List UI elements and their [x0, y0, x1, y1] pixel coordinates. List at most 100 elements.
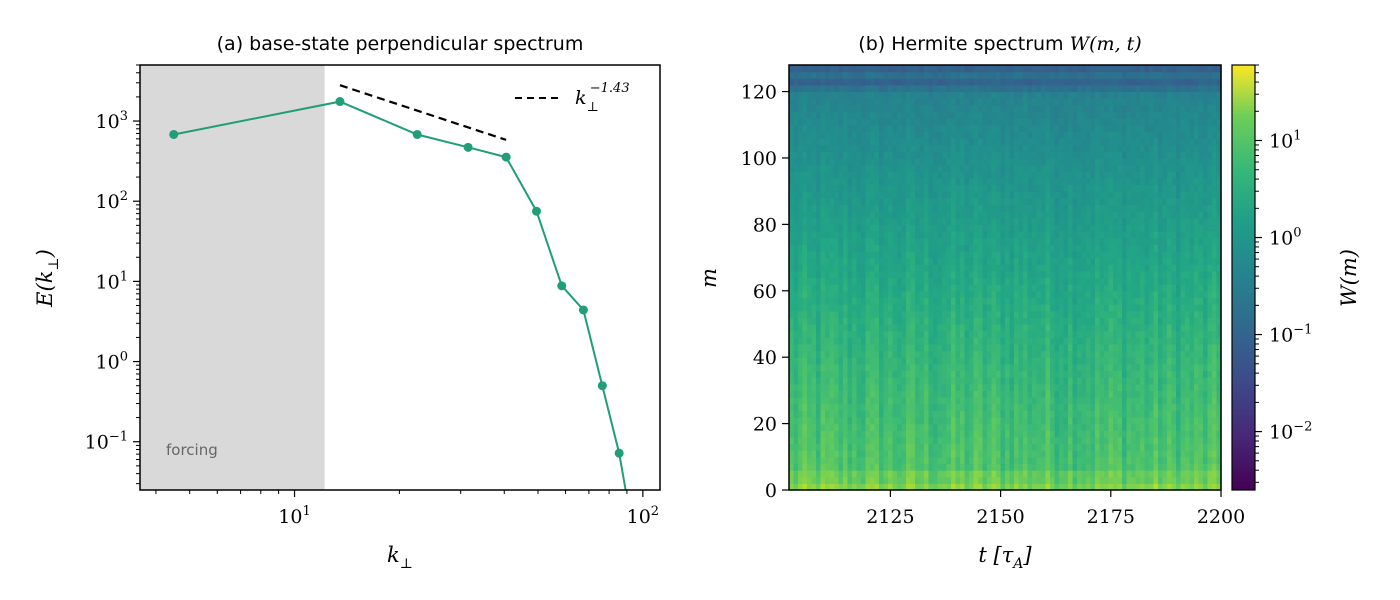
heatmap-cell: [798, 304, 804, 312]
heatmap-cell: [1032, 65, 1038, 73]
heatmap-cell: [1032, 430, 1038, 438]
heatmap-cell: [1072, 343, 1078, 352]
heatmap-cell: [978, 277, 984, 285]
heatmap-cell: [987, 297, 993, 305]
heatmap-cell: [1077, 131, 1083, 139]
heatmap-cell: [892, 436, 898, 445]
heatmap-cell: [820, 397, 826, 405]
heatmap-cell: [1000, 443, 1006, 451]
heatmap-cell: [816, 363, 822, 372]
heatmap-cell: [901, 104, 907, 113]
heatmap-cell: [829, 383, 835, 391]
heatmap-cell: [874, 430, 880, 438]
heatmap-cell: [1077, 65, 1083, 73]
heatmap-cell: [1090, 191, 1096, 199]
heatmap-cell: [1054, 483, 1060, 491]
heatmap-cell: [1014, 211, 1020, 219]
heatmap-cell: [1126, 71, 1132, 79]
heatmap-cell: [919, 197, 925, 206]
heatmap-cell: [1009, 323, 1015, 332]
heatmap-cell: [1081, 217, 1087, 225]
heatmap-cell: [811, 463, 817, 471]
heatmap-cell: [1009, 443, 1015, 451]
heatmap-cell: [951, 244, 957, 252]
heatmap-cell: [901, 450, 907, 458]
heatmap-cell: [1014, 171, 1020, 179]
heatmap-cell: [951, 423, 957, 431]
heatmap-cell: [955, 237, 961, 245]
heatmap-cell: [852, 111, 858, 119]
heatmap-cell: [973, 416, 979, 425]
heatmap-cell: [1005, 323, 1011, 332]
heatmap-cell: [942, 443, 948, 451]
heatmap-cell: [933, 151, 939, 159]
heatmap-cell: [1045, 290, 1051, 299]
heatmap-cell: [1023, 323, 1029, 332]
heatmap-cell: [933, 78, 939, 86]
heatmap-cell: [933, 144, 939, 152]
heatmap-cell: [843, 450, 849, 458]
heatmap-cell: [951, 177, 957, 186]
heatmap-cell: [1054, 297, 1060, 305]
heatmap-cell: [789, 317, 795, 325]
heatmap-cell: [955, 104, 961, 113]
heatmap-cell: [802, 304, 808, 312]
heatmap-cell: [874, 476, 880, 484]
heatmap-cell: [852, 416, 858, 425]
heatmap-cell: [1122, 157, 1128, 166]
heatmap-cell: [843, 244, 849, 252]
heatmap-cell: [789, 224, 795, 232]
heatmap-cell: [874, 244, 880, 252]
heatmap-cell: [865, 164, 871, 172]
heatmap-cell: [942, 410, 948, 418]
heatmap-cell: [1018, 211, 1024, 219]
heatmap-cell: [861, 270, 867, 279]
heatmap-cell: [960, 78, 966, 86]
heatmap-cell: [874, 264, 880, 272]
heatmap-cell: [919, 131, 925, 139]
heatmap-cell: [1131, 436, 1137, 445]
heatmap-cell: [973, 237, 979, 245]
heatmap-cell: [924, 343, 930, 352]
heatmap-cell: [861, 78, 867, 86]
heatmap-cell: [856, 237, 862, 245]
heatmap-cell: [1054, 124, 1060, 133]
heatmap-cell: [892, 65, 898, 73]
heatmap-cell: [1072, 118, 1078, 126]
heatmap-cell: [883, 337, 889, 345]
heatmap-cell: [838, 104, 844, 113]
heatmap-cell: [937, 323, 943, 332]
heatmap-cell: [1036, 390, 1042, 398]
heatmap-cell: [1045, 98, 1051, 106]
heatmap-cell: [955, 257, 961, 265]
heatmap-cell: [789, 310, 795, 318]
heatmap-cell: [915, 470, 921, 478]
heatmap-cell: [870, 71, 876, 79]
heatmap-cell: [879, 363, 885, 372]
heatmap-cell: [834, 197, 840, 206]
heatmap-cell: [1050, 403, 1056, 411]
heatmap-cell: [856, 111, 862, 119]
heatmap-cell: [789, 357, 795, 365]
heatmap-cell: [1063, 323, 1069, 332]
heatmap-cell: [1027, 390, 1033, 398]
heatmap-cell: [1077, 104, 1083, 113]
heatmap-cell: [901, 250, 907, 259]
heatmap-cell: [1072, 197, 1078, 206]
heatmap-cell: [843, 144, 849, 152]
heatmap-cell: [1005, 244, 1011, 252]
heatmap-cell: [847, 443, 853, 451]
heatmap-cell: [919, 277, 925, 285]
heatmap-cell: [897, 257, 903, 265]
heatmap-cell: [942, 250, 948, 259]
heatmap-cell: [919, 118, 925, 126]
heatmap-cell: [969, 217, 975, 225]
heatmap-cell: [1045, 476, 1051, 484]
heatmap-cell: [1023, 463, 1029, 471]
heatmap-cell: [865, 476, 871, 484]
heatmap-cell: [1000, 483, 1006, 491]
heatmap-cell: [838, 403, 844, 411]
heatmap-cell: [798, 323, 804, 332]
heatmap-cell: [982, 343, 988, 352]
heatmap-cell: [798, 423, 804, 431]
